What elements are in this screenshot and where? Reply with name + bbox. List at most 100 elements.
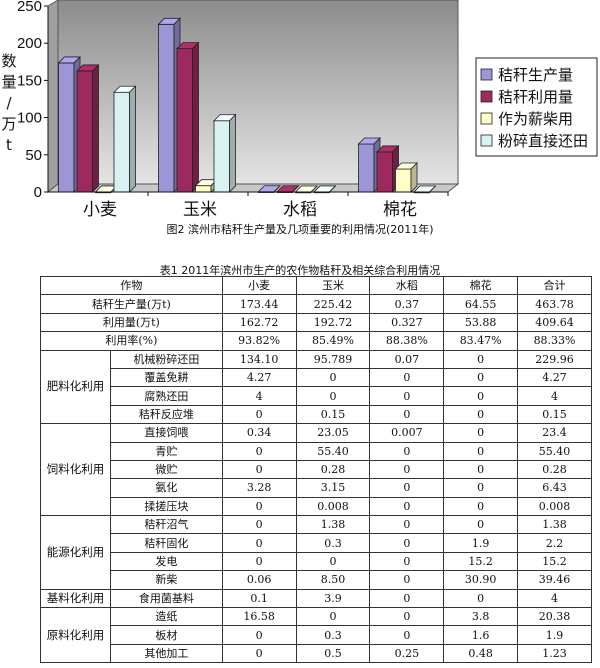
table-cell: 板材: [109, 625, 223, 645]
table-cell: 0: [369, 551, 445, 572]
table-row: 发电 0 0 0 15.2 15.2: [41, 551, 592, 572]
table-row: 秸秆固化 0 0.3 0 1.9 2.2: [41, 533, 592, 553]
table-cell: 0: [443, 478, 519, 498]
legend-label: 作为薪柴用: [498, 110, 573, 128]
table-cell: 0: [221, 404, 297, 425]
header-cell: 作物: [40, 275, 223, 296]
table-cell: 0: [443, 496, 519, 517]
table-row: 覆盖免耕 4.27 0 0 0 4.27: [41, 367, 592, 388]
table-cell: 0.1: [221, 588, 297, 609]
table-cell: 55.40: [295, 441, 371, 461]
table-row: 秸秆生产量(万t) 173.44 225.42 0.37 64.55 463.78: [40, 294, 592, 314]
legend-swatch: [480, 112, 493, 125]
table-cell: 氨化: [109, 478, 223, 498]
y-tick-label: 0: [34, 184, 42, 201]
plot-area: [46, 0, 460, 194]
table-cell: 0.5: [295, 643, 371, 664]
table-cell: 0: [369, 404, 445, 425]
table-row: 腐熟还田 4 0 0 0 4: [41, 386, 592, 406]
bar-front: [58, 62, 75, 193]
table-cell: 0.06: [221, 570, 297, 590]
bar-front: [376, 151, 393, 193]
table-cell: 6.43: [517, 478, 592, 498]
legend-label: 秸秆生产量: [498, 66, 573, 84]
table-cell: 95.789: [295, 349, 371, 369]
header-cell: 合计: [517, 275, 592, 296]
x-tick-label: 小麦: [83, 200, 117, 220]
header-cell: 水稻: [369, 275, 445, 296]
table-cell: 0.48: [443, 643, 519, 664]
table-cell: 揉搓压块: [109, 496, 223, 517]
table-cell: 8.50: [295, 570, 371, 590]
table-cell: 0: [221, 515, 297, 535]
x-tick-label: 棉花: [383, 200, 417, 220]
table-cell: 2.2: [517, 533, 592, 553]
legend-swatch: [480, 68, 493, 81]
table-cell: 0: [369, 367, 445, 388]
bar-3-2: [394, 162, 418, 193]
bar-front: [358, 143, 375, 193]
table-cell: 4: [517, 386, 592, 406]
x-tick-label: 玉米: [183, 200, 217, 220]
table-cell: 3.28: [221, 478, 297, 498]
table-cell: 食用菌基料: [109, 588, 223, 609]
bar-0-1: [76, 63, 100, 193]
bar-side: [410, 162, 418, 193]
header-cell: 小麦: [221, 275, 297, 296]
table-cell: 162.72: [221, 312, 297, 333]
table-cell: 4: [517, 588, 592, 609]
table-cell: 3.9: [295, 588, 371, 609]
table-cell: 0: [221, 643, 297, 664]
table-row: 其他加工 0 0.5 0.25 0.48 1.23: [41, 643, 592, 664]
table-cell: 1.23: [517, 643, 592, 664]
table-cell: 4.27: [221, 367, 297, 388]
table-cell: 39.46: [517, 570, 592, 590]
table-cell: 229.96: [517, 349, 592, 369]
table-cell: 4.27: [517, 367, 592, 388]
table-cell: 0: [221, 459, 297, 480]
table-cell: 0.3: [295, 533, 371, 553]
table-row: 微贮 0 0.28 0 0 0.28: [41, 459, 592, 480]
table-cell: 173.44: [221, 294, 297, 314]
y-tick-label: 100: [17, 110, 42, 127]
table-cell: 64.55: [443, 294, 519, 314]
table-row: 肥料化利用 机械粉碎还田 134.10 95.789 0.07 0 229.96: [40, 349, 592, 425]
table-cell: 1.38: [517, 515, 592, 535]
bar-front: [113, 91, 130, 193]
y-tick-label: 250: [17, 0, 42, 15]
table-cell: 0: [369, 515, 445, 535]
table-cell: 其他加工: [109, 643, 223, 664]
table-cell: 134.10: [221, 349, 297, 369]
table-cell: 0: [221, 551, 297, 572]
bar-side: [429, 185, 436, 193]
table-cell: 0: [369, 607, 445, 627]
table-cell: 0: [369, 533, 445, 553]
table-cell: 造纸: [109, 607, 223, 627]
table-cell: 直接饲喂: [109, 423, 223, 443]
table-cell: 88.33%: [517, 331, 592, 351]
table-row: 板材 0 0.3 0 1.6 1.9: [41, 625, 592, 645]
table-cell: 0: [369, 625, 445, 645]
table-row: 饲料化利用 直接饲喂 0.34 23.05 0.007 0 23.4: [40, 423, 592, 517]
bar-chart: 0 50 100 150 200 250 数量/万 t 小麦 玉米 水稻 棉花 秸秆生产量秸秆利用量作…: [1, 0, 598, 220]
data-table: 作物 小麦 玉米 水稻 棉花 合计 秸秆生产量(万t) 173.44 225.42 0.37 64…: [40, 275, 592, 664]
table-cell: 20.38: [517, 607, 592, 627]
group-label-cell: 饲料化利用: [40, 423, 111, 517]
table-cell: 192.72: [295, 312, 371, 333]
bar-side: [229, 113, 236, 193]
table-row: 能源化利用 秸秆沼气 0 1.38 0 0 1.38: [40, 515, 592, 590]
table-cell: 0: [443, 423, 519, 443]
table-cell: 秸秆生产量(万t): [40, 294, 223, 314]
y-tick-label: 50: [25, 147, 42, 164]
table-cell: 0: [443, 349, 519, 369]
table-cell: 30.90: [443, 570, 519, 590]
table-row: 新柴 0.06 8.50 0 30.90 39.46: [41, 570, 592, 590]
table-cell: 0.25: [369, 643, 445, 664]
table-cell: 0: [221, 625, 297, 645]
table-cell: 覆盖免耕: [109, 367, 223, 388]
table-cell: 青贮: [109, 441, 223, 461]
table-cell: 新柴: [109, 570, 223, 590]
header-cell: 玉米: [295, 275, 371, 296]
table-cell: 0: [443, 367, 519, 388]
